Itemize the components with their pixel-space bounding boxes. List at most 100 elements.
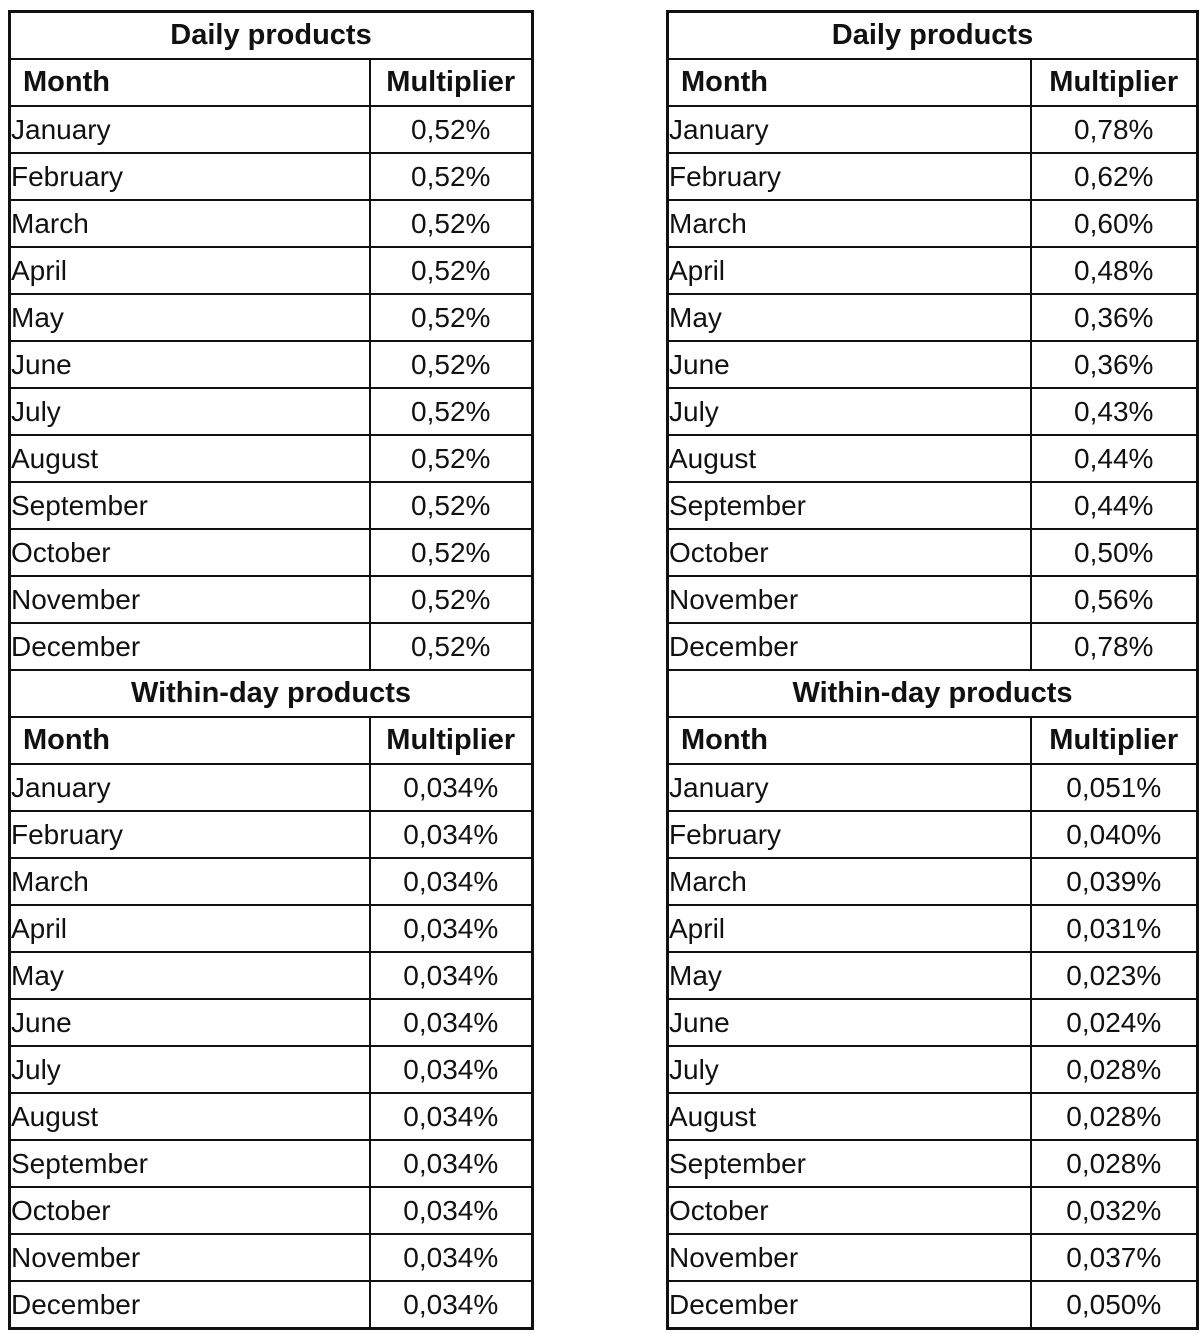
month-column-header: Month: [8, 716, 371, 765]
month-column-header: Month: [666, 716, 1032, 765]
multiplier-cell: 0,62%: [1029, 152, 1199, 201]
multiplier-cell: 0,034%: [368, 998, 534, 1047]
multiplier-cell: 0,034%: [368, 763, 534, 812]
month-cell: March: [8, 857, 371, 906]
multiplier-cell: 0,52%: [368, 434, 534, 483]
table-row: October 0,50%: [666, 528, 1199, 577]
multiplier-cell: 0,48%: [1029, 246, 1199, 295]
table-row: March 0,039%: [666, 857, 1199, 906]
month-cell: July: [8, 387, 371, 436]
multiplier-cell: 0,050%: [1029, 1280, 1199, 1330]
table-row: August 0,028%: [666, 1092, 1199, 1141]
multiplier-cell: 0,78%: [1029, 622, 1199, 671]
multiplier-cell: 0,023%: [1029, 951, 1199, 1000]
table-row: April 0,48%: [666, 246, 1199, 295]
multiplier-cell: 0,034%: [368, 810, 534, 859]
month-cell: September: [666, 481, 1032, 530]
table-row: November 0,034%: [8, 1233, 534, 1282]
table-row: August 0,44%: [666, 434, 1199, 483]
month-cell: November: [666, 575, 1032, 624]
multiplier-cell: 0,037%: [1029, 1233, 1199, 1282]
month-cell: January: [8, 763, 371, 812]
month-cell: September: [666, 1139, 1032, 1188]
table-row: January 0,52%: [8, 105, 534, 154]
multiplier-cell: 0,52%: [368, 152, 534, 201]
multiplier-cell: 0,52%: [368, 340, 534, 389]
table-row: December 0,050%: [666, 1280, 1199, 1330]
multiplier-cell: 0,60%: [1029, 199, 1199, 248]
table-row: May 0,52%: [8, 293, 534, 342]
table-row: November 0,037%: [666, 1233, 1199, 1282]
multiplier-cell: 0,56%: [1029, 575, 1199, 624]
month-cell: March: [666, 857, 1032, 906]
month-cell: March: [8, 199, 371, 248]
month-cell: August: [8, 434, 371, 483]
month-cell: February: [8, 810, 371, 859]
table-row: February 0,034%: [8, 810, 534, 859]
month-cell: April: [8, 904, 371, 953]
table-row: May 0,034%: [8, 951, 534, 1000]
table-row: March 0,034%: [8, 857, 534, 906]
table-row: February 0,52%: [8, 152, 534, 201]
multiplier-cell: 0,52%: [368, 387, 534, 436]
multiplier-cell: 0,031%: [1029, 904, 1199, 953]
month-cell: December: [8, 1280, 371, 1330]
multiplier-cell: 0,024%: [1029, 998, 1199, 1047]
table-row: February 0,040%: [666, 810, 1199, 859]
multiplier-cell: 0,034%: [368, 951, 534, 1000]
table-row: September 0,44%: [666, 481, 1199, 530]
table-row: May 0,023%: [666, 951, 1199, 1000]
multiplier-cell: 0,034%: [368, 1045, 534, 1094]
section-title-row: Daily products: [666, 10, 1199, 60]
multiplier-cell: 0,52%: [368, 622, 534, 671]
multiplier-cell: 0,52%: [368, 528, 534, 577]
table-row: July 0,028%: [666, 1045, 1199, 1094]
month-cell: August: [8, 1092, 371, 1141]
month-cell: April: [666, 904, 1032, 953]
multiplier-cell: 0,52%: [368, 199, 534, 248]
multiplier-cell: 0,034%: [368, 904, 534, 953]
table-row: April 0,52%: [8, 246, 534, 295]
month-cell: August: [666, 434, 1032, 483]
multiplier-cell: 0,040%: [1029, 810, 1199, 859]
table-row: August 0,034%: [8, 1092, 534, 1141]
month-cell: June: [8, 998, 371, 1047]
table-row: October 0,034%: [8, 1186, 534, 1235]
multiplier-cell: 0,52%: [368, 293, 534, 342]
table-row: November 0,52%: [8, 575, 534, 624]
multiplier-cell: 0,50%: [1029, 528, 1199, 577]
multiplier-cell: 0,034%: [368, 1139, 534, 1188]
table-row: October 0,032%: [666, 1186, 1199, 1235]
table-row: June 0,36%: [666, 340, 1199, 389]
month-cell: February: [8, 152, 371, 201]
multiplier-column-header: Multiplier: [1029, 58, 1199, 107]
multiplier-cell: 0,52%: [368, 246, 534, 295]
multiplier-column-header: Multiplier: [1029, 716, 1199, 765]
multiplier-cell: 0,36%: [1029, 340, 1199, 389]
section-title: Daily products: [8, 10, 534, 60]
table-row: June 0,024%: [666, 998, 1199, 1047]
month-cell: May: [8, 293, 371, 342]
table-row: December 0,52%: [8, 622, 534, 671]
month-cell: November: [8, 1233, 371, 1282]
month-cell: May: [8, 951, 371, 1000]
multiplier-cell: 0,032%: [1029, 1186, 1199, 1235]
multiplier-cell: 0,43%: [1029, 387, 1199, 436]
month-cell: October: [8, 1186, 371, 1235]
month-cell: August: [666, 1092, 1032, 1141]
month-cell: July: [8, 1045, 371, 1094]
month-cell: September: [8, 481, 371, 530]
multiplier-cell: 0,44%: [1029, 434, 1199, 483]
month-cell: May: [666, 293, 1032, 342]
month-column-header: Month: [666, 58, 1032, 107]
table-row: August 0,52%: [8, 434, 534, 483]
multiplier-cell: 0,52%: [368, 575, 534, 624]
section-title: Within-day products: [666, 669, 1199, 718]
table-row: October 0,52%: [8, 528, 534, 577]
multiplier-cell: 0,034%: [368, 1280, 534, 1330]
table-row: September 0,52%: [8, 481, 534, 530]
month-cell: December: [666, 1280, 1032, 1330]
month-cell: November: [666, 1233, 1032, 1282]
month-cell: June: [666, 998, 1032, 1047]
table-row: July 0,034%: [8, 1045, 534, 1094]
